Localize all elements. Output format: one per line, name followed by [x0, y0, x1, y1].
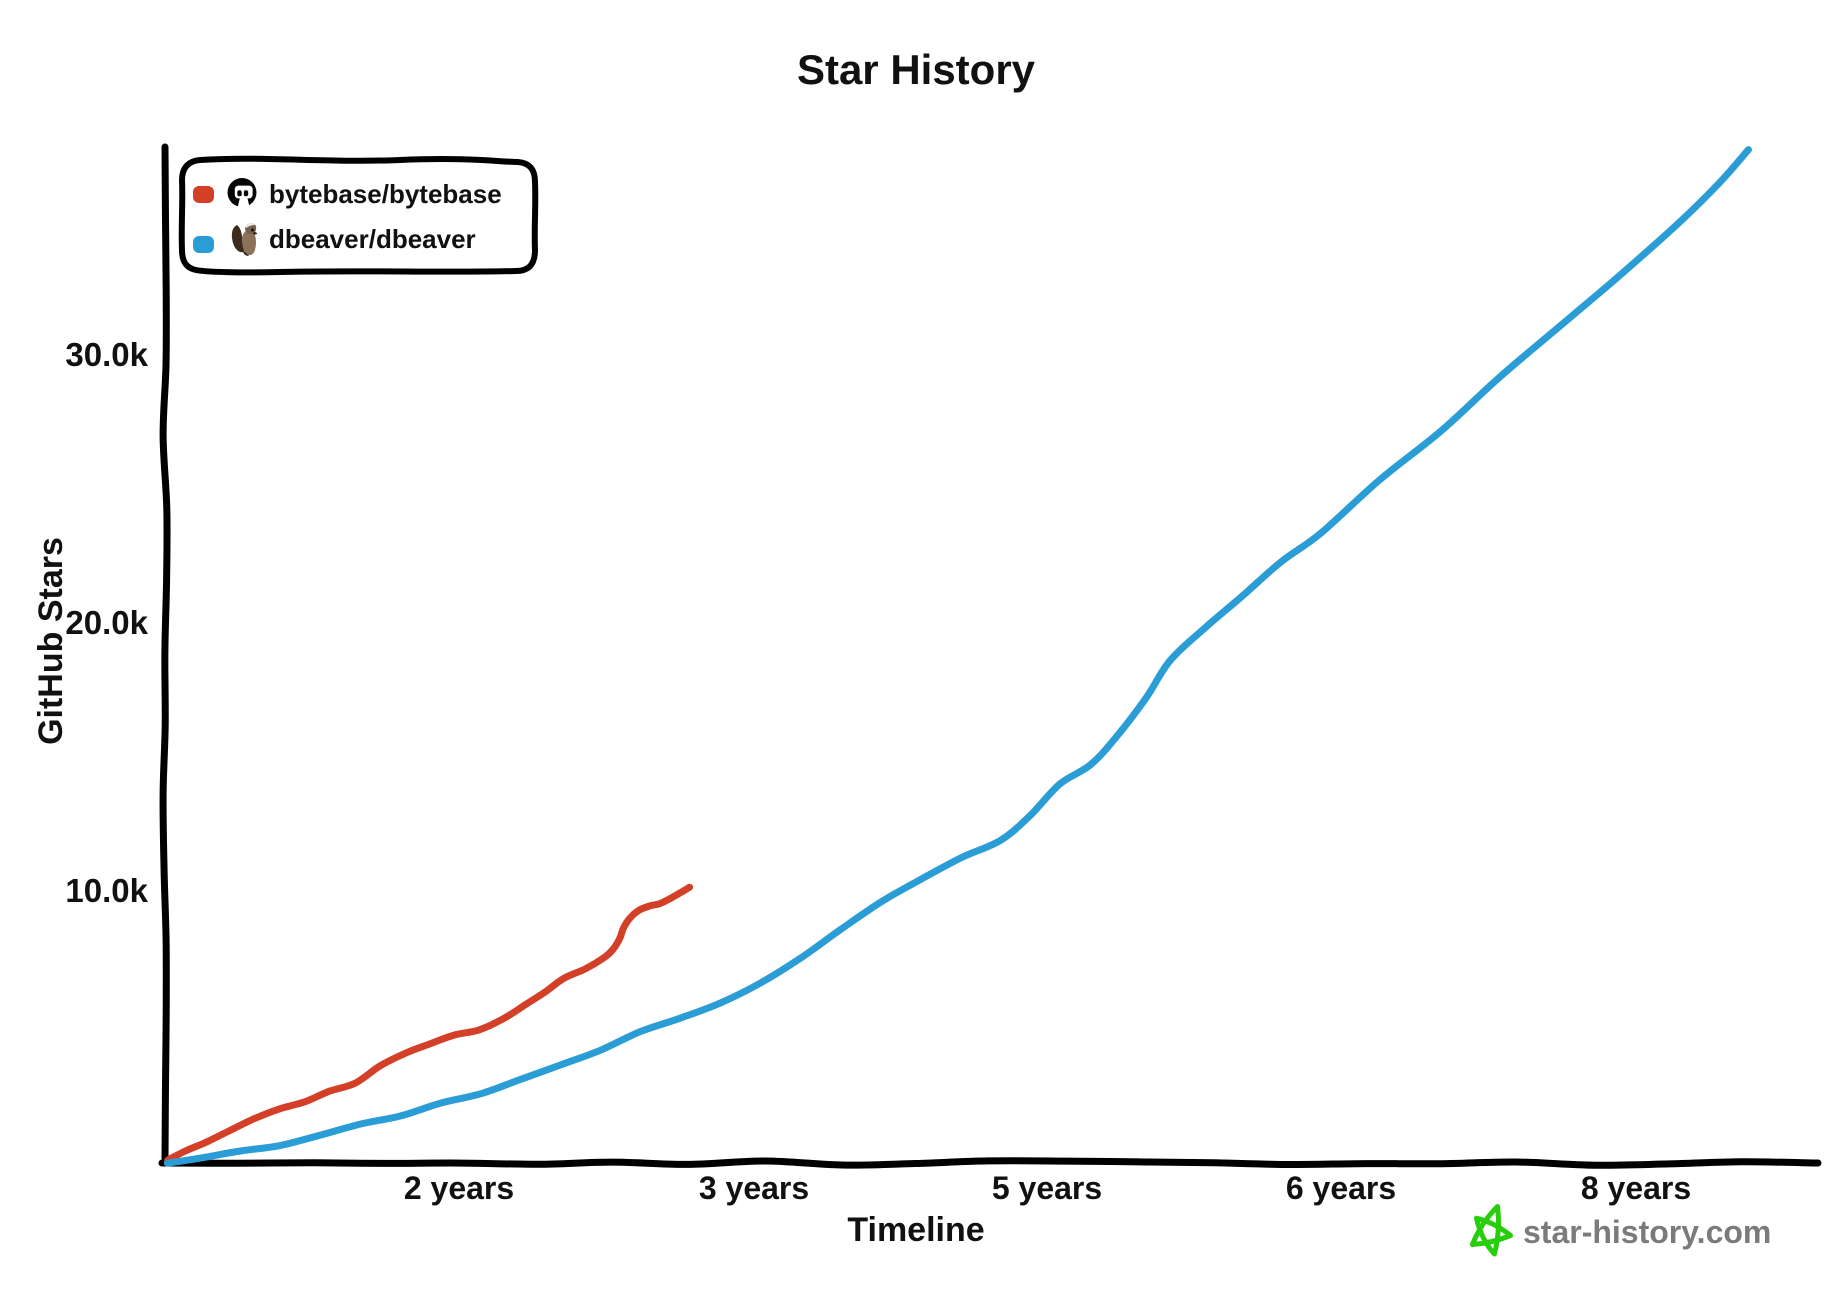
svg-text:3 years: 3 years — [699, 1170, 809, 1206]
svg-text:2 years: 2 years — [404, 1170, 514, 1206]
svg-text:20.0k: 20.0k — [65, 604, 148, 641]
svg-text:8 years: 8 years — [1581, 1170, 1691, 1206]
svg-text:30.0k: 30.0k — [65, 336, 148, 373]
svg-text:10.0k: 10.0k — [65, 872, 148, 909]
svg-text:Star History: Star History — [797, 46, 1036, 93]
svg-text:6 years: 6 years — [1286, 1170, 1396, 1206]
svg-text:dbeaver/dbeaver: dbeaver/dbeaver — [269, 224, 476, 254]
svg-text:star-history.com: star-history.com — [1523, 1214, 1771, 1250]
svg-text:GitHub Stars: GitHub Stars — [32, 537, 70, 745]
svg-text:bytebase/bytebase: bytebase/bytebase — [269, 179, 502, 209]
svg-text:5 years: 5 years — [992, 1170, 1102, 1206]
svg-text:Timeline: Timeline — [847, 1211, 984, 1249]
